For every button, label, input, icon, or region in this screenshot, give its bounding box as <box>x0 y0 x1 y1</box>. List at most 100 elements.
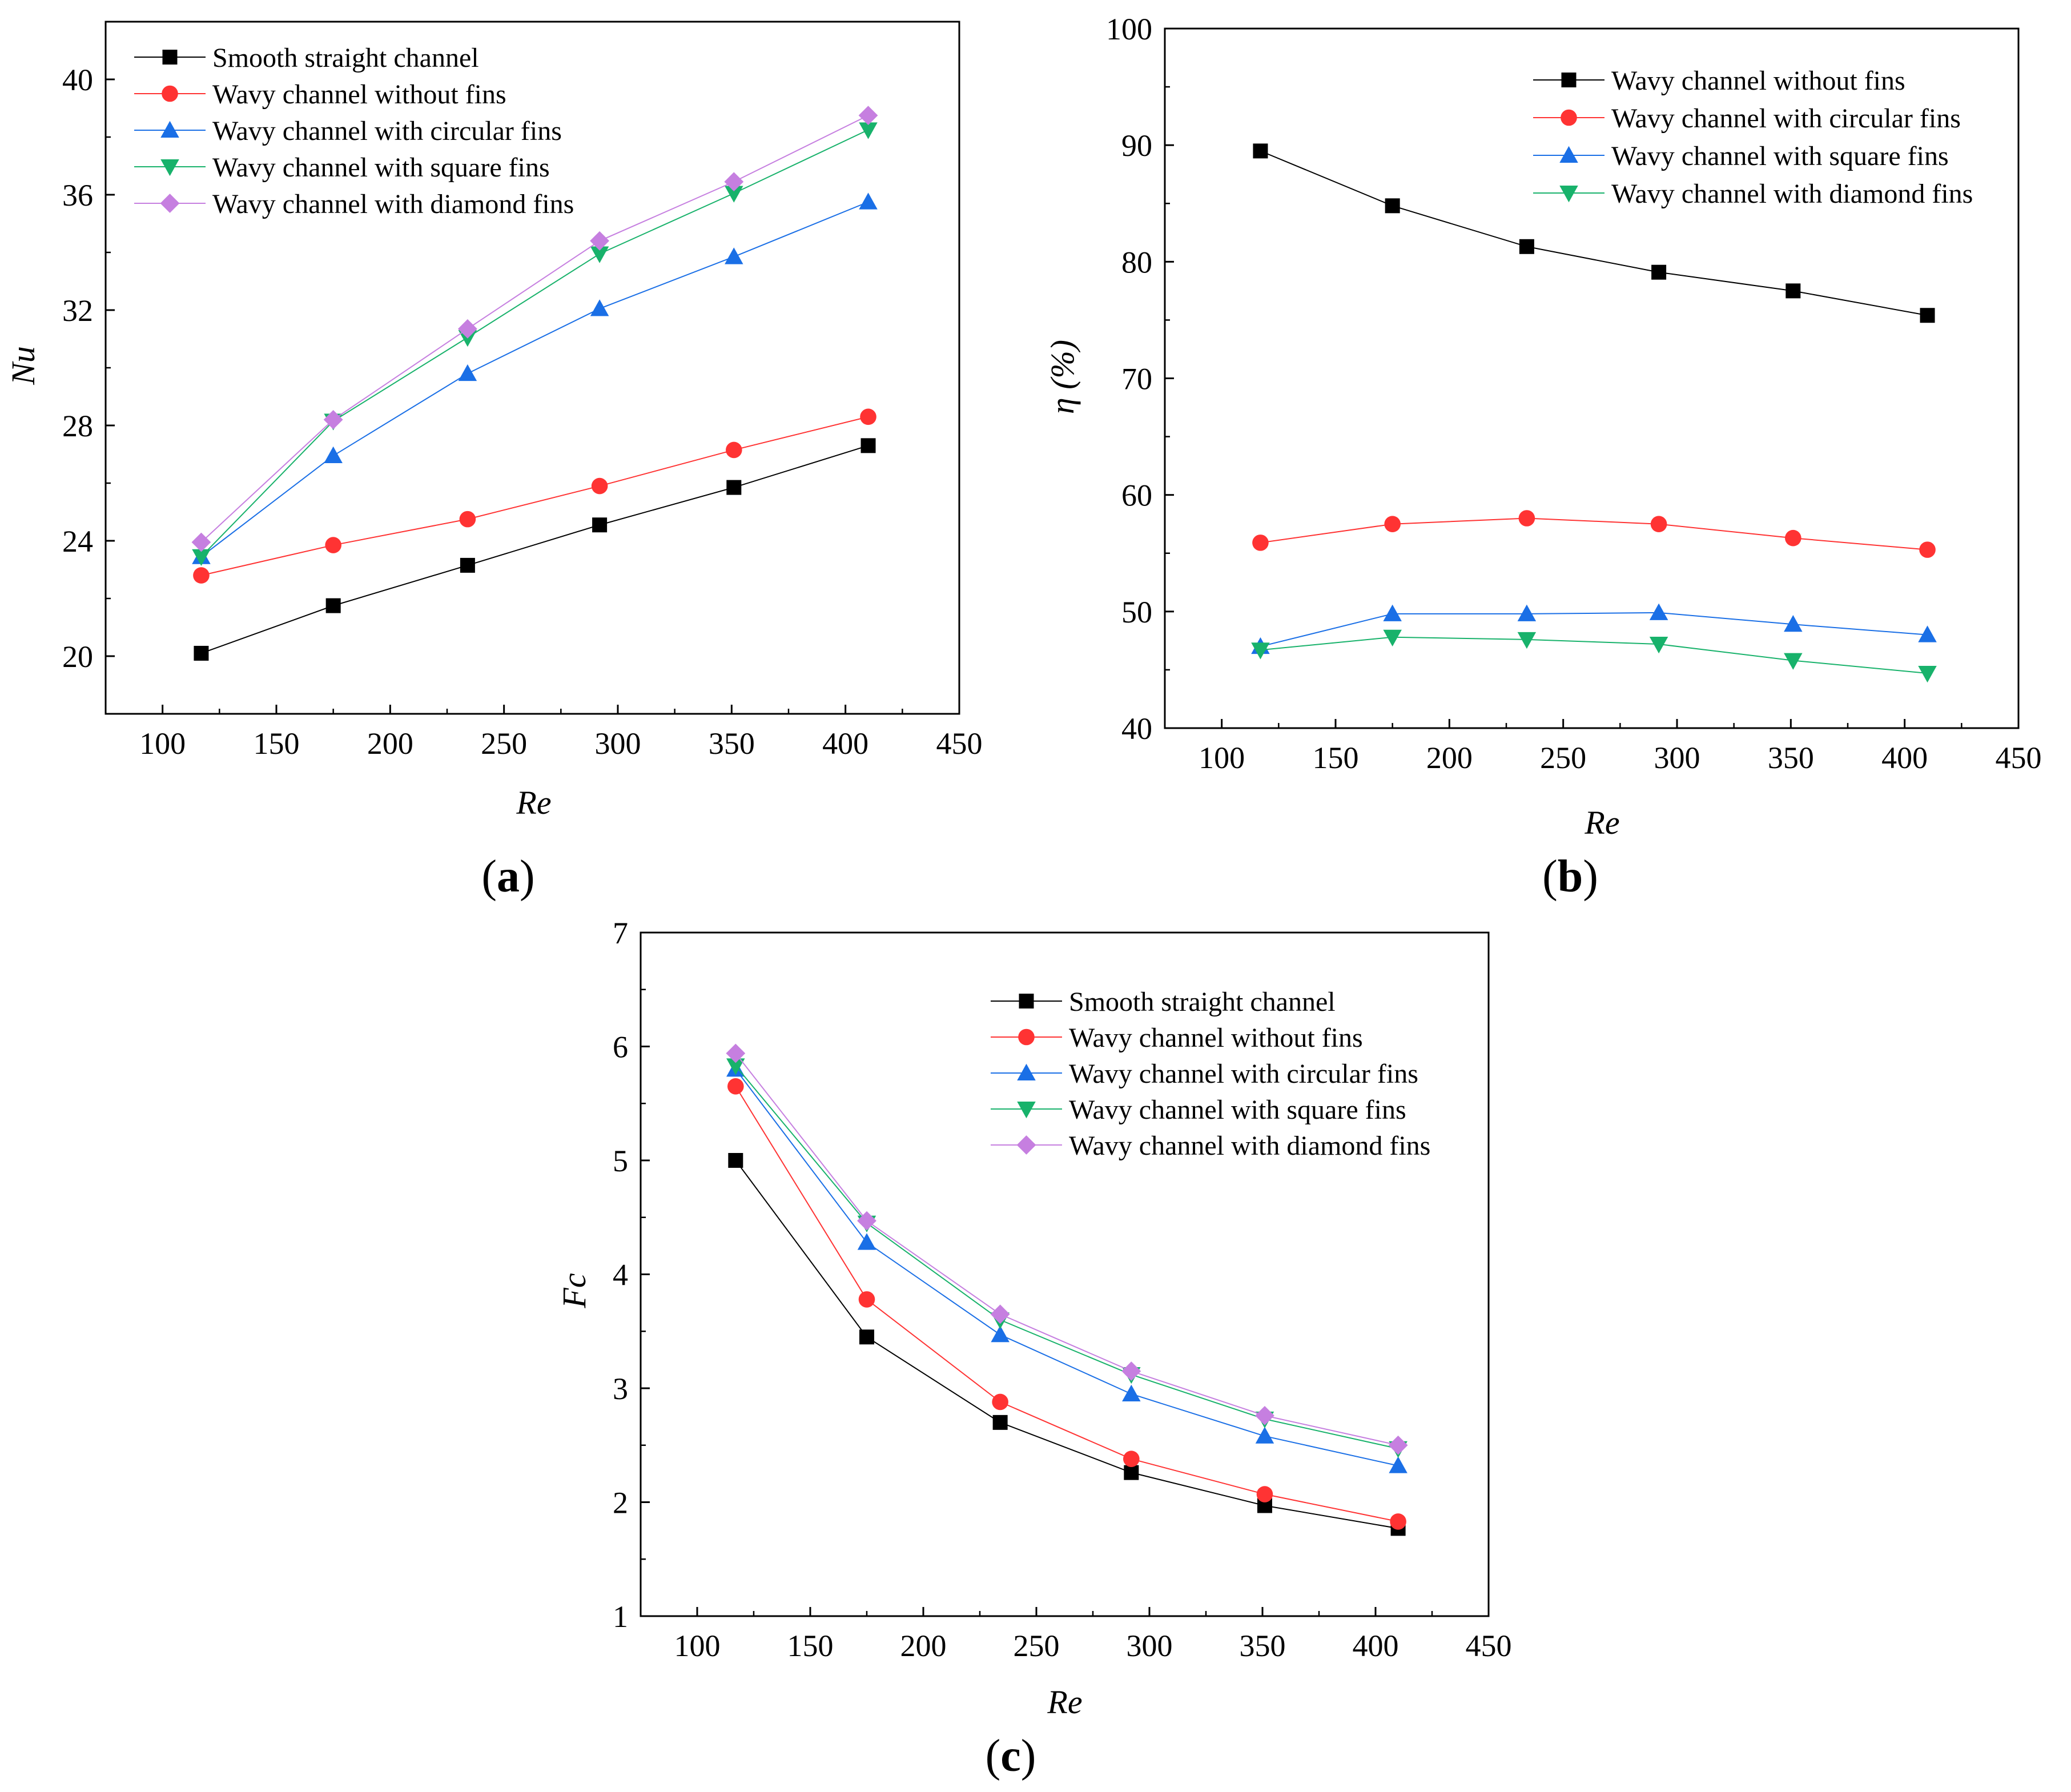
legend-label: Wavy channel with circular fins <box>1069 1059 1418 1089</box>
x-tick-label: 100 <box>674 1629 721 1663</box>
data-point <box>726 1058 745 1075</box>
data-point <box>1649 603 1668 620</box>
legend-label: Wavy channel without fins <box>212 79 506 110</box>
data-point <box>1785 529 1801 547</box>
series-line <box>200 115 868 543</box>
x-tick-label: 200 <box>1426 741 1473 775</box>
data-point <box>590 231 610 251</box>
series-line <box>1260 517 1928 551</box>
legend-label: Wavy channel with diamond fins <box>1069 1131 1430 1161</box>
y-tick-label: 28 <box>62 409 93 443</box>
x-tick-label: 250 <box>481 726 527 761</box>
x-axis-label: Re <box>1584 804 1619 841</box>
data-point <box>1122 1384 1141 1401</box>
chart-panel-b: 100 150 200 250 300 350 400 450 40 50 60 70 80 90 100 R… <box>1022 0 2071 902</box>
y-tick-label: 90 <box>1121 128 1152 163</box>
legend-marker <box>160 159 179 176</box>
data-point <box>1918 625 1937 642</box>
data-point <box>1920 308 1935 323</box>
legend-label: Smooth straight channel <box>212 43 479 73</box>
series-3 <box>1251 603 1937 654</box>
data-point <box>860 438 876 453</box>
x-axis-label: Re <box>516 784 551 821</box>
data-point <box>1519 239 1534 254</box>
series-2 <box>193 408 876 584</box>
data-point <box>592 517 608 533</box>
data-point <box>590 299 609 316</box>
data-point <box>1121 1361 1141 1381</box>
data-point <box>1124 1465 1139 1480</box>
legend-marker <box>1019 994 1034 1008</box>
legend-marker <box>1559 146 1578 163</box>
data-point <box>992 1393 1008 1411</box>
y-tick-label: 2 <box>613 1486 628 1520</box>
data-point <box>1649 637 1668 654</box>
data-point <box>1784 615 1803 632</box>
data-point <box>1390 1513 1406 1530</box>
data-point <box>194 645 209 661</box>
data-point <box>859 192 878 210</box>
x-tick-label: 350 <box>1768 741 1814 775</box>
series-line <box>201 416 868 576</box>
data-point <box>193 567 210 584</box>
y-axis-label: Fc <box>556 1273 593 1308</box>
caption-b: (b) <box>1542 851 1598 902</box>
legend-label: Wavy channel with diamond fins <box>212 189 574 219</box>
series-line <box>1260 612 1928 648</box>
data-point <box>1650 516 1667 533</box>
data-point <box>992 1415 1008 1430</box>
x-tick-label: 300 <box>595 726 641 761</box>
x-tick-label: 100 <box>1199 741 1245 775</box>
x-tick-label: 200 <box>367 726 413 761</box>
data-point <box>324 446 343 464</box>
data-point <box>1385 198 1400 214</box>
data-point <box>858 1291 875 1308</box>
data-point <box>857 1211 876 1231</box>
data-point <box>725 186 743 203</box>
legend-label: Wavy channel with circular fins <box>212 116 562 146</box>
legend-label: Wavy channel with square fins <box>212 152 550 183</box>
legend-marker <box>1017 1063 1036 1080</box>
series-3 <box>192 192 878 564</box>
y-tick-label: 60 <box>1121 479 1152 513</box>
data-point <box>590 246 609 263</box>
series-line <box>735 1160 1398 1529</box>
data-point <box>460 557 475 573</box>
data-point <box>1383 604 1402 621</box>
data-point <box>458 364 477 381</box>
chart-c: 100 150 200 250 300 350 400 450 1 2 3 4 5 6 7 Re Fc Smoot… <box>556 916 1512 1721</box>
x-tick-label: 150 <box>787 1629 834 1663</box>
data-point <box>990 1304 1010 1324</box>
x-tick-label: 200 <box>900 1629 947 1663</box>
data-point <box>725 247 743 264</box>
series-2 <box>727 1078 1406 1530</box>
legend-label: Wavy channel with square fins <box>1069 1095 1406 1125</box>
data-point <box>191 532 211 552</box>
legend-marker <box>162 85 178 102</box>
chart-panel-a: 100 150 200 250 300 350 400 450 20 24 28 32 36 40 Re Nu… <box>0 0 1005 902</box>
series-3 <box>726 1060 1408 1473</box>
legend: Smooth straight channel Wavy channel with… <box>991 987 1430 1161</box>
series-line <box>735 1052 1398 1446</box>
series-1 <box>1253 143 1935 323</box>
data-point <box>459 511 476 528</box>
data-point <box>858 106 878 126</box>
series-5 <box>191 106 878 552</box>
data-point <box>1256 1486 1273 1502</box>
data-point <box>1784 653 1803 670</box>
x-tick-label: 150 <box>254 726 300 761</box>
series-line <box>200 201 868 557</box>
series-line <box>201 445 868 654</box>
x-tick-label: 400 <box>1353 1629 1399 1663</box>
y-tick-label: 50 <box>1121 595 1152 629</box>
data-point <box>325 598 341 613</box>
series-2 <box>1252 510 1936 558</box>
data-point <box>991 1325 1010 1343</box>
series-4 <box>1251 629 1937 683</box>
data-point <box>859 122 878 139</box>
series-line <box>735 1065 1398 1449</box>
y-tick-label: 4 <box>613 1258 628 1292</box>
legend-marker <box>1018 1028 1035 1046</box>
data-point <box>1918 666 1937 683</box>
series-line <box>735 1086 1398 1522</box>
